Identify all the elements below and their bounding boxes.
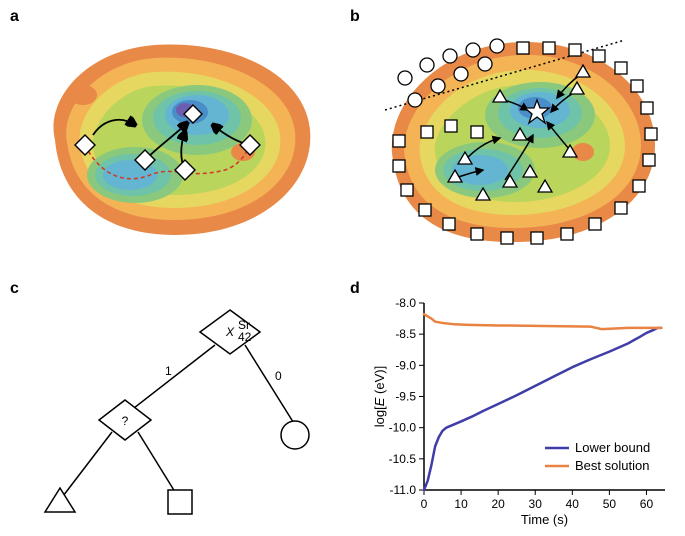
edge-right-label: 0 <box>275 369 282 383</box>
svg-text:Sr: Sr <box>238 318 250 332</box>
svg-text:10: 10 <box>454 497 468 511</box>
panel-label-d: d <box>350 280 360 298</box>
svg-text:-11.0: -11.0 <box>390 483 417 497</box>
svg-text:42: 42 <box>238 330 252 344</box>
svg-text:-10.5: -10.5 <box>389 452 417 466</box>
svg-text:60: 60 <box>640 497 654 511</box>
svg-text:Best solution: Best solution <box>575 458 649 473</box>
svg-text:-8.0: -8.0 <box>395 296 416 310</box>
svg-text:-9.0: -9.0 <box>395 358 416 372</box>
panel-label-c: c <box>10 280 19 298</box>
svg-text:log[E (eV)]: log[E (eV)] <box>372 366 387 427</box>
svg-text:40: 40 <box>566 497 580 511</box>
leaf-circle <box>281 421 309 449</box>
svg-text:20: 20 <box>491 497 505 511</box>
svg-text:50: 50 <box>603 497 617 511</box>
svg-text:-10.0: -10.0 <box>389 421 417 435</box>
svg-text:-8.5: -8.5 <box>395 327 416 341</box>
panel-a-contour <box>25 20 325 250</box>
panel-label-a: a <box>10 8 19 26</box>
panel-c-tree: X 42 Sr 1 0 ? <box>20 300 330 520</box>
leaf-square <box>168 490 192 514</box>
svg-text:30: 30 <box>529 497 543 511</box>
panel-b-contour <box>365 20 665 260</box>
edge-left-label: 1 <box>165 364 172 378</box>
svg-text:Time (s): Time (s) <box>521 512 568 527</box>
panel-d-chart: 0 10 20 30 40 50 60 -11.0 -10.5 -10.0 -9.5 -9.0 -8.5… <box>370 295 675 530</box>
svg-text:0: 0 <box>421 497 428 511</box>
panel-label-b: b <box>350 8 360 26</box>
svg-text:Lower bound: Lower bound <box>575 440 650 455</box>
svg-text:-9.5: -9.5 <box>395 390 416 404</box>
leaf-triangle <box>45 488 75 512</box>
svg-text:X: X <box>225 325 235 339</box>
internal-label: ? <box>122 414 129 428</box>
